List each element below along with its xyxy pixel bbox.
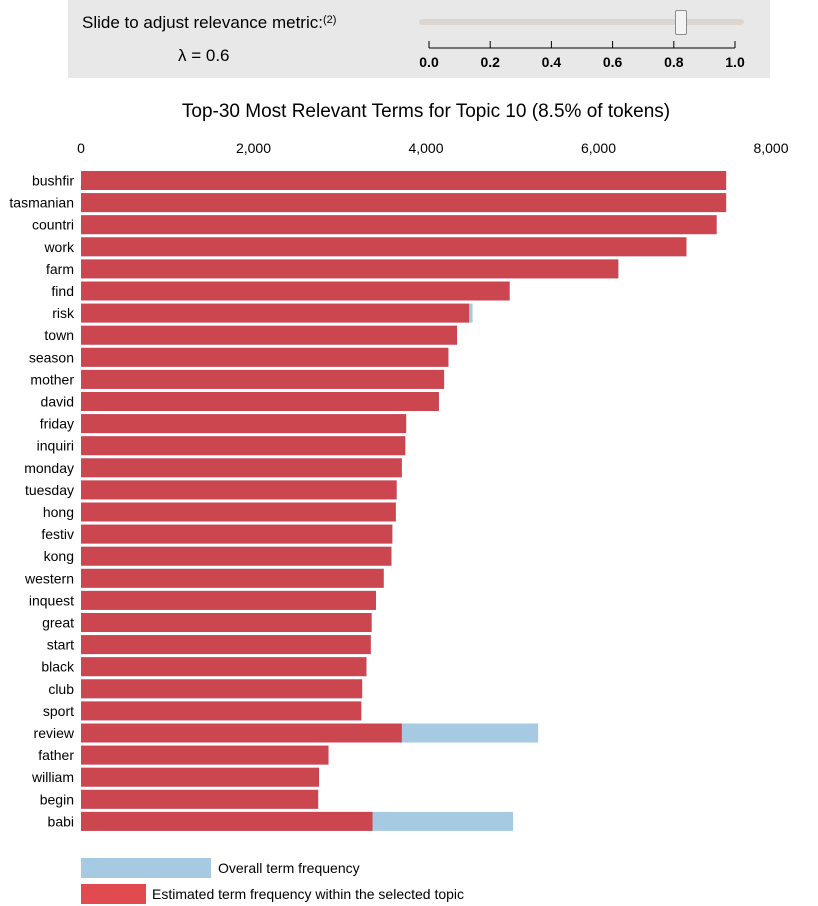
bar-topic (81, 701, 362, 721)
x-axis: 0 2,000 4,000 6,000 8,000 (77, 140, 789, 156)
bar-topic (81, 193, 727, 213)
y-tick-label: david (41, 394, 74, 410)
bar-topic (81, 458, 402, 478)
slider-tick-label: 0.0 (419, 54, 439, 70)
bar-topic (81, 635, 371, 655)
y-tick-label: babi (48, 813, 74, 829)
x-tick-label: 8,000 (753, 140, 788, 156)
y-tick-label: find (51, 283, 74, 299)
y-tick-label: william (31, 769, 74, 785)
x-tick-label: 6,000 (581, 140, 616, 156)
bar-topic (81, 613, 372, 632)
y-tick-label: hong (43, 504, 74, 520)
slider-tick-label: 0.4 (542, 54, 562, 70)
slider-label-text: Slide to adjust relevance metric: (82, 13, 323, 32)
x-tick-label: 4,000 (408, 140, 443, 156)
y-tick-label: monday (24, 460, 74, 476)
y-tick-label: festiv (41, 526, 74, 542)
bar-topic (81, 723, 402, 743)
bar-topic (81, 369, 445, 389)
legend-topic-swatch (81, 884, 146, 904)
bar-topic (81, 657, 367, 677)
bar-topic (81, 546, 392, 566)
y-tick-label: town (44, 327, 74, 343)
y-tick-label: countri (32, 217, 74, 233)
bar-topic (81, 811, 373, 831)
y-tick-label: inquest (29, 592, 74, 608)
y-tick-label: work (43, 239, 75, 255)
legend-overall-label: Overall term frequency (218, 860, 360, 876)
bar-topic (81, 480, 397, 500)
slider-label: Slide to adjust relevance metric:(2) (82, 13, 336, 33)
bar-topic (81, 524, 393, 544)
bar-topic (81, 303, 470, 323)
y-tick-label: western (24, 570, 74, 586)
bar-topic (81, 502, 396, 522)
y-tick-label: father (38, 747, 74, 763)
y-tick-label: farm (46, 261, 74, 277)
y-tick-label: sport (43, 703, 74, 719)
bar-topic (81, 679, 363, 699)
y-tick-label: tasmanian (9, 195, 74, 211)
legend-overall-swatch (81, 858, 211, 878)
bar-topic (81, 325, 458, 345)
bar-topic (81, 392, 439, 411)
y-tick-label: tuesday (25, 482, 74, 498)
slider-tick-label: 0.6 (603, 54, 623, 70)
slider-footnote: (2) (322, 14, 337, 26)
slider-track[interactable] (419, 19, 744, 25)
y-tick-label: club (48, 681, 74, 697)
y-tick-label: season (29, 349, 74, 365)
chart-title: Top-30 Most Relevant Terms for Topic 10 … (182, 101, 670, 122)
x-tick-label: 0 (77, 140, 85, 156)
y-axis: bushfir tasmanian countri work farm find risk t… (9, 173, 75, 830)
bar-topic (81, 436, 406, 456)
bar-topic (81, 789, 319, 809)
bar-topic (81, 568, 384, 588)
bar-topic (81, 745, 329, 765)
relevance-slider-panel: Slide to adjust relevance metric:(2) λ =… (68, 0, 770, 78)
y-tick-label: bushfir (32, 173, 74, 189)
bar-topic (81, 590, 376, 610)
bars (81, 171, 727, 831)
bar-topic (81, 281, 510, 301)
y-tick-label: friday (40, 416, 74, 432)
y-tick-label: risk (52, 305, 75, 321)
slider-thumb[interactable] (674, 10, 687, 35)
slider-tick-label: 0.2 (480, 54, 500, 70)
slider-tick-label: 0.8 (664, 54, 684, 70)
bar-topic (81, 259, 619, 279)
y-tick-label: review (34, 725, 75, 741)
slider-ticks: 0.0 0.2 0.4 0.6 0.8 1.0 (419, 41, 745, 70)
x-tick-label: 2,000 (236, 140, 271, 156)
y-tick-label: black (41, 659, 75, 675)
y-tick-label: mother (30, 371, 74, 387)
bar-topic (81, 767, 320, 787)
bar-topic (81, 237, 687, 257)
y-tick-label: begin (40, 791, 74, 807)
y-tick-label: start (47, 637, 74, 653)
y-tick-label: great (42, 615, 74, 631)
bar-topic (81, 171, 727, 190)
y-tick-label: kong (44, 548, 74, 564)
lambda-value-label: λ = 0.6 (178, 46, 230, 65)
legend-topic-label: Estimated term frequency within the sele… (152, 886, 465, 902)
bar-topic (81, 414, 407, 434)
bar-topic (81, 215, 717, 235)
y-tick-label: inquiri (37, 438, 74, 454)
slider-tick-label: 1.0 (725, 54, 745, 70)
bar-topic (81, 347, 449, 367)
